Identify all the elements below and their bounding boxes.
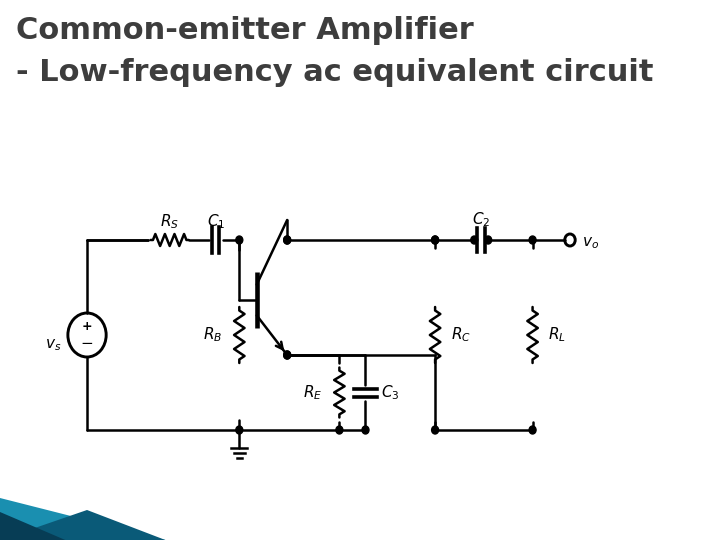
Polygon shape bbox=[0, 498, 166, 540]
Circle shape bbox=[284, 351, 291, 359]
Circle shape bbox=[284, 236, 291, 244]
Polygon shape bbox=[0, 512, 66, 540]
Circle shape bbox=[485, 236, 492, 244]
Text: −: − bbox=[81, 336, 94, 352]
Text: $v_o$: $v_o$ bbox=[582, 235, 599, 251]
Circle shape bbox=[336, 426, 343, 434]
Text: $R_C$: $R_C$ bbox=[451, 326, 471, 345]
Text: $C_1$: $C_1$ bbox=[207, 213, 225, 231]
Circle shape bbox=[284, 351, 291, 359]
Text: $R_B$: $R_B$ bbox=[202, 326, 222, 345]
Text: $R_S$: $R_S$ bbox=[160, 213, 179, 231]
Text: $C_2$: $C_2$ bbox=[472, 211, 490, 229]
Circle shape bbox=[471, 236, 478, 244]
Circle shape bbox=[284, 236, 291, 244]
Text: Common-emitter Amplifier: Common-emitter Amplifier bbox=[16, 16, 474, 45]
Circle shape bbox=[529, 236, 536, 244]
Circle shape bbox=[431, 426, 438, 434]
Text: $v_s$: $v_s$ bbox=[45, 337, 61, 353]
Circle shape bbox=[236, 426, 243, 434]
Text: - Low-frequency ac equivalent circuit: - Low-frequency ac equivalent circuit bbox=[16, 58, 653, 87]
Text: +: + bbox=[81, 320, 92, 333]
Circle shape bbox=[236, 236, 243, 244]
Circle shape bbox=[529, 426, 536, 434]
Text: $C_3$: $C_3$ bbox=[381, 383, 400, 402]
Polygon shape bbox=[0, 510, 166, 540]
Circle shape bbox=[431, 236, 438, 244]
Text: $R_E$: $R_E$ bbox=[302, 383, 322, 402]
Text: $R_L$: $R_L$ bbox=[548, 326, 566, 345]
Circle shape bbox=[431, 236, 438, 244]
Circle shape bbox=[362, 426, 369, 434]
